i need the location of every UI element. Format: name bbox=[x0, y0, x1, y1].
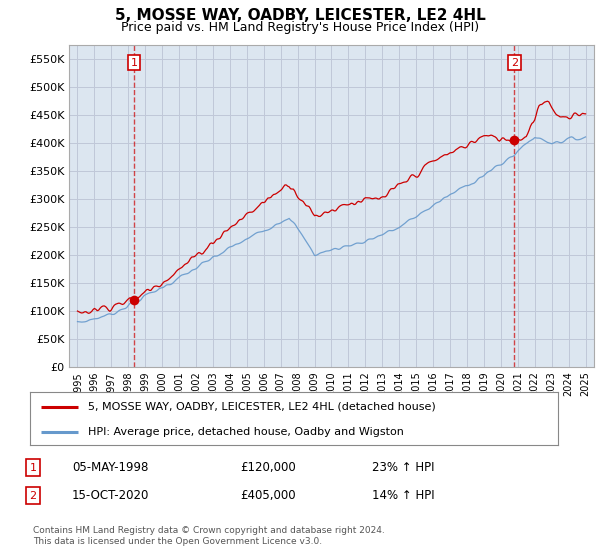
Text: 05-MAY-1998: 05-MAY-1998 bbox=[72, 461, 148, 474]
Text: £405,000: £405,000 bbox=[240, 489, 296, 502]
Text: 15-OCT-2020: 15-OCT-2020 bbox=[72, 489, 149, 502]
Text: 14% ↑ HPI: 14% ↑ HPI bbox=[372, 489, 434, 502]
Text: Contains HM Land Registry data © Crown copyright and database right 2024.
This d: Contains HM Land Registry data © Crown c… bbox=[33, 526, 385, 546]
Text: Price paid vs. HM Land Registry's House Price Index (HPI): Price paid vs. HM Land Registry's House … bbox=[121, 21, 479, 34]
Text: 2: 2 bbox=[511, 58, 518, 68]
Text: 5, MOSSE WAY, OADBY, LEICESTER, LE2 4HL (detached house): 5, MOSSE WAY, OADBY, LEICESTER, LE2 4HL … bbox=[88, 402, 436, 412]
Text: 5, MOSSE WAY, OADBY, LEICESTER, LE2 4HL: 5, MOSSE WAY, OADBY, LEICESTER, LE2 4HL bbox=[115, 8, 485, 24]
Text: 1: 1 bbox=[131, 58, 138, 68]
Text: 1: 1 bbox=[29, 463, 37, 473]
Text: 23% ↑ HPI: 23% ↑ HPI bbox=[372, 461, 434, 474]
Text: 2: 2 bbox=[29, 491, 37, 501]
Text: HPI: Average price, detached house, Oadby and Wigston: HPI: Average price, detached house, Oadb… bbox=[88, 427, 404, 437]
Text: £120,000: £120,000 bbox=[240, 461, 296, 474]
